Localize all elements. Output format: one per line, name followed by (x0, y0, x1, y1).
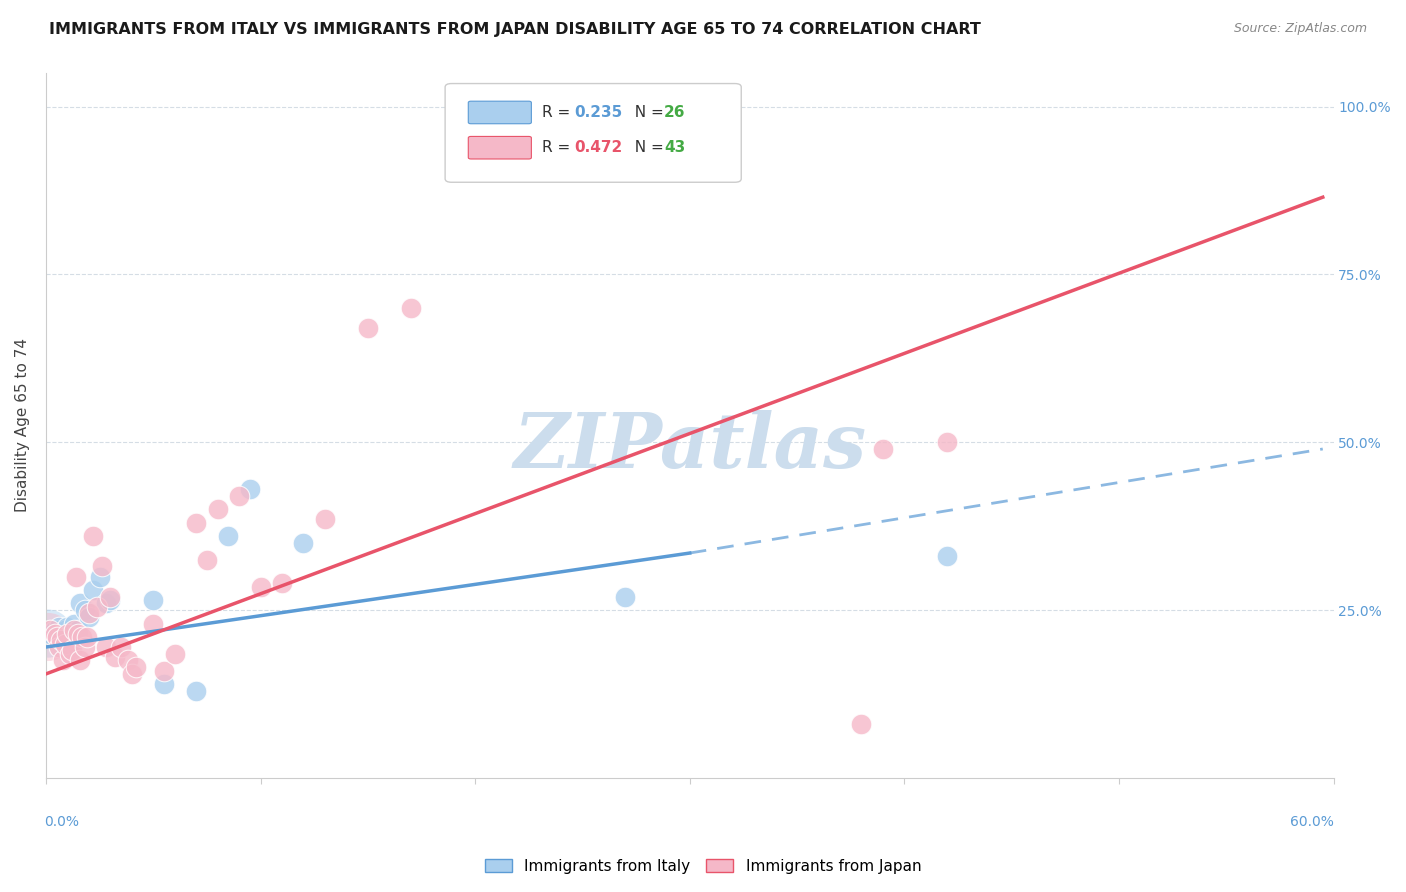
Point (207, 502, 229, 516)
Point (73, 640, 96, 654)
Text: 0.472: 0.472 (574, 140, 621, 155)
Text: N =: N = (626, 105, 669, 120)
Text: 43: 43 (664, 140, 685, 155)
Point (936, 435, 959, 450)
Point (614, 590, 637, 604)
Point (58, 640, 80, 654)
Point (52, 653, 75, 667)
Point (86, 599, 108, 614)
Text: Source: ZipAtlas.com: Source: ZipAtlas.com (1233, 22, 1367, 36)
Text: 0.0%: 0.0% (44, 815, 79, 829)
Point (72, 630, 94, 644)
Text: IMMIGRANTS FROM ITALY VS IMMIGRANTS FROM JAPAN DISABILITY AGE 65 TO 74 CORRELATI: IMMIGRANTS FROM ITALY VS IMMIGRANTS FROM… (49, 22, 981, 37)
Point (153, 677, 176, 691)
Point (121, 666, 143, 681)
Point (217, 529, 239, 543)
Point (60, 626, 83, 640)
Point (98, 590, 121, 604)
Point (239, 482, 262, 496)
Point (49, 633, 72, 648)
Point (292, 536, 315, 550)
Point (163, 647, 186, 661)
Point (851, 717, 873, 731)
Point (142, 616, 165, 631)
Point (37, 630, 59, 644)
Point (98, 593, 121, 607)
Point (77, 607, 100, 621)
Point (228, 489, 250, 503)
Point (45, 630, 67, 644)
Point (110, 640, 132, 654)
Point (125, 660, 148, 674)
Point (63, 616, 86, 631)
Text: 26: 26 (664, 105, 686, 120)
Point (82, 582, 104, 597)
Point (357, 321, 380, 335)
Point (60, 643, 83, 657)
Point (52, 633, 75, 648)
Point (39, 624, 62, 638)
FancyBboxPatch shape (468, 136, 531, 159)
Point (936, 549, 959, 564)
Text: N =: N = (626, 140, 669, 155)
Point (37, 626, 59, 640)
FancyBboxPatch shape (446, 84, 741, 182)
FancyBboxPatch shape (468, 101, 531, 124)
Point (90, 559, 112, 574)
Point (94, 596, 117, 610)
Point (48, 620, 70, 634)
Point (77, 610, 100, 624)
Point (94, 640, 117, 654)
Point (76, 630, 98, 644)
Text: 60.0%: 60.0% (1289, 815, 1333, 829)
Point (249, 580, 271, 594)
Point (271, 576, 294, 591)
Point (44, 626, 66, 640)
Point (63, 624, 86, 638)
Point (89, 569, 111, 583)
Point (142, 593, 165, 607)
Point (39, 626, 62, 640)
Point (153, 664, 176, 678)
Point (48, 640, 70, 654)
Point (195, 553, 218, 567)
Point (69, 653, 91, 667)
Text: R =: R = (541, 140, 575, 155)
Point (58, 647, 80, 661)
Point (44, 624, 66, 638)
Point (314, 512, 336, 526)
Point (186, 516, 208, 530)
Point (73, 603, 96, 617)
Text: R =: R = (541, 105, 575, 120)
Text: ZIPatlas: ZIPatlas (513, 409, 866, 483)
Point (56, 620, 79, 634)
Y-axis label: Disability Age 65 to 74: Disability Age 65 to 74 (15, 338, 30, 513)
Point (104, 650, 127, 665)
Point (82, 529, 104, 543)
Point (53, 624, 76, 638)
Point (53, 637, 76, 651)
Point (56, 626, 79, 640)
Point (872, 442, 894, 456)
Point (49, 630, 72, 644)
Point (67, 626, 90, 640)
Point (69, 596, 91, 610)
Point (186, 683, 208, 698)
Point (65, 569, 87, 583)
Text: 0.235: 0.235 (574, 105, 621, 120)
Legend: Immigrants from Italy, Immigrants from Japan: Immigrants from Italy, Immigrants from J… (478, 853, 928, 880)
Point (67, 624, 90, 638)
Point (117, 653, 139, 667)
Point (399, 301, 422, 315)
